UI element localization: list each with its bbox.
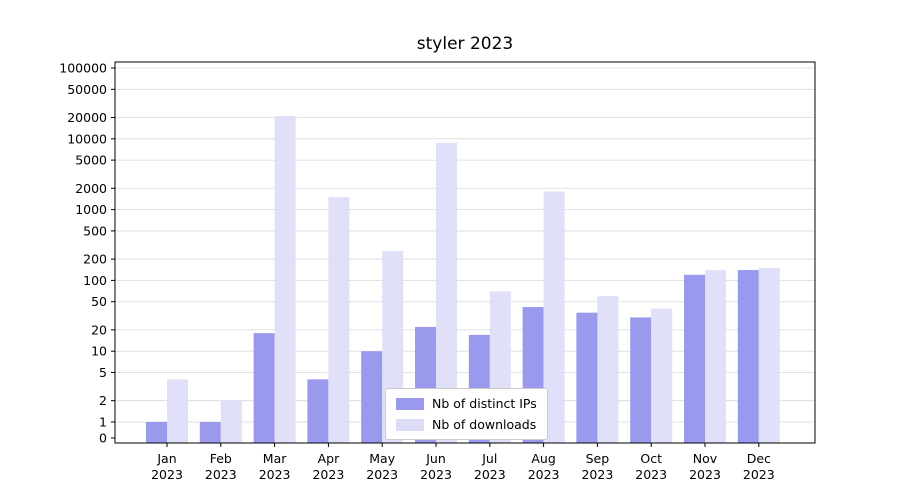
x-tick-label: Apr (318, 451, 340, 466)
x-tick-label: Aug (531, 451, 555, 466)
legend-item-downloads: Nb of downloads (396, 417, 537, 432)
legend-swatch-distinct-ips (396, 397, 424, 410)
y-tick-label: 100000 (59, 61, 107, 76)
chart-title: styler 2023 (416, 34, 514, 54)
bar-downloads (328, 197, 350, 443)
x-tick-label: Jun (425, 451, 446, 466)
bar-downloads (651, 308, 673, 443)
x-tick-label: 2023 (743, 467, 775, 482)
x-tick-label: Nov (693, 451, 718, 466)
x-tick-label: 2023 (474, 467, 506, 482)
bar-downloads (167, 379, 188, 443)
x-tick-label: 2023 (689, 467, 721, 482)
y-tick-label: 10 (91, 344, 107, 359)
x-tick-label: May (369, 451, 395, 466)
bar-distinct-ips (146, 422, 167, 443)
y-tick-label: 2 (99, 393, 107, 408)
x-tick-label: Jul (481, 451, 497, 466)
x-tick-label: Feb (210, 451, 232, 466)
bar-downloads (274, 115, 296, 443)
y-tick-label: 200 (83, 252, 107, 267)
x-tick-label: 2023 (528, 467, 560, 482)
bar-distinct-ips (684, 274, 705, 443)
bar-distinct-ips (737, 270, 759, 443)
legend-swatch-downloads (396, 418, 424, 431)
y-tick-label: 5000 (75, 153, 107, 168)
x-tick-label: Sep (586, 451, 610, 466)
bar-distinct-ips (199, 422, 221, 443)
x-tick-label: 2023 (151, 467, 183, 482)
legend-label-distinct-ips: Nb of distinct IPs (432, 396, 537, 411)
y-tick-label: 2000 (75, 181, 107, 196)
bar-distinct-ips (576, 312, 598, 443)
x-tick-label: 2023 (366, 467, 398, 482)
y-tick-label: 20 (91, 322, 107, 337)
x-tick-label: Dec (747, 451, 771, 466)
x-tick-label: 2023 (205, 467, 237, 482)
y-tick-label: 50 (91, 294, 107, 309)
bar-distinct-ips (361, 351, 383, 443)
x-tick-label: Oct (640, 451, 662, 466)
y-tick-label: 500 (83, 223, 107, 238)
bar-downloads (758, 267, 780, 443)
bar-downloads (543, 191, 565, 443)
bar-distinct-ips (307, 379, 329, 443)
legend: Nb of distinct IPs Nb of downloads (385, 388, 548, 440)
bar-downloads (436, 142, 457, 443)
x-tick-label: Jan (156, 451, 176, 466)
y-tick-label: 1 (99, 415, 107, 430)
x-tick-label: 2023 (581, 467, 613, 482)
y-tick-label: 1000 (75, 202, 107, 217)
x-tick-label: 2023 (635, 467, 667, 482)
bar-distinct-ips (630, 317, 652, 443)
x-tick-label: 2023 (259, 467, 291, 482)
y-tick-label: 5 (99, 365, 107, 380)
y-tick-label: 20000 (67, 110, 107, 125)
x-tick-label: Mar (263, 451, 287, 466)
y-tick-label: 10000 (67, 131, 107, 146)
legend-label-downloads: Nb of downloads (432, 417, 537, 432)
bar-downloads (705, 270, 726, 443)
x-tick-label: 2023 (420, 467, 452, 482)
y-tick-label: 50000 (67, 82, 107, 97)
y-tick-label: 100 (83, 273, 107, 288)
bar-distinct-ips (253, 333, 275, 443)
y-tick-label: 0 (99, 431, 107, 446)
x-tick-label: 2023 (312, 467, 344, 482)
legend-item-distinct-ips: Nb of distinct IPs (396, 396, 537, 411)
plot-border (114, 61, 816, 444)
bar-downloads (597, 296, 619, 443)
bar-downloads (220, 400, 242, 443)
